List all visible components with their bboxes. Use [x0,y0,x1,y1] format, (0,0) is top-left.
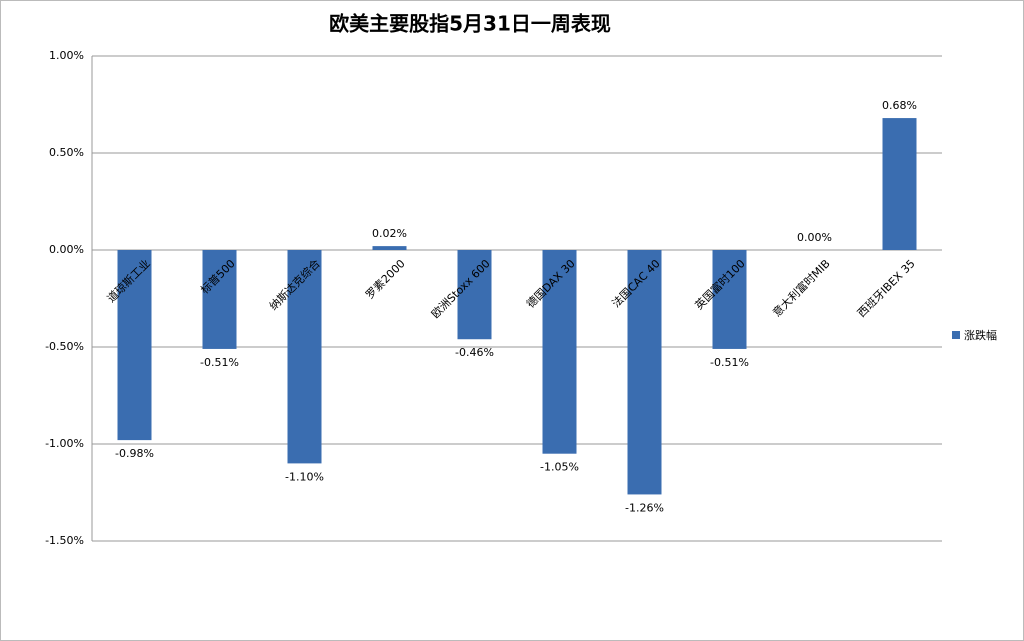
y-tick-label: -0.50% [45,340,84,353]
bar [627,250,662,495]
chart-title: 欧美主要股指5月31日一周表现 [329,12,611,36]
value-label: 0.00% [797,231,832,244]
value-label: -1.10% [285,470,324,483]
value-label: -1.26% [625,501,664,514]
bar [457,250,492,340]
value-label: 0.02% [372,227,407,240]
y-tick-label: 0.50% [49,146,84,159]
bar [882,118,917,250]
bar [117,250,152,441]
bar [202,250,237,349]
value-label: -1.05% [540,461,579,474]
legend-label: 涨跌幅 [964,328,997,342]
bar [712,250,747,349]
y-tick-label: 1.00% [49,49,84,62]
value-label: -0.51% [710,356,749,369]
y-tick-label: 0.00% [49,243,84,256]
bar [372,246,407,250]
legend-swatch [952,331,960,339]
value-label: -0.98% [115,447,154,460]
y-tick-label: -1.50% [45,534,84,547]
bar [287,250,322,464]
value-label: -0.46% [455,346,494,359]
y-tick-label: -1.00% [45,437,84,450]
bar [542,250,577,454]
value-label: 0.68% [882,99,917,112]
value-label: -0.51% [200,356,239,369]
